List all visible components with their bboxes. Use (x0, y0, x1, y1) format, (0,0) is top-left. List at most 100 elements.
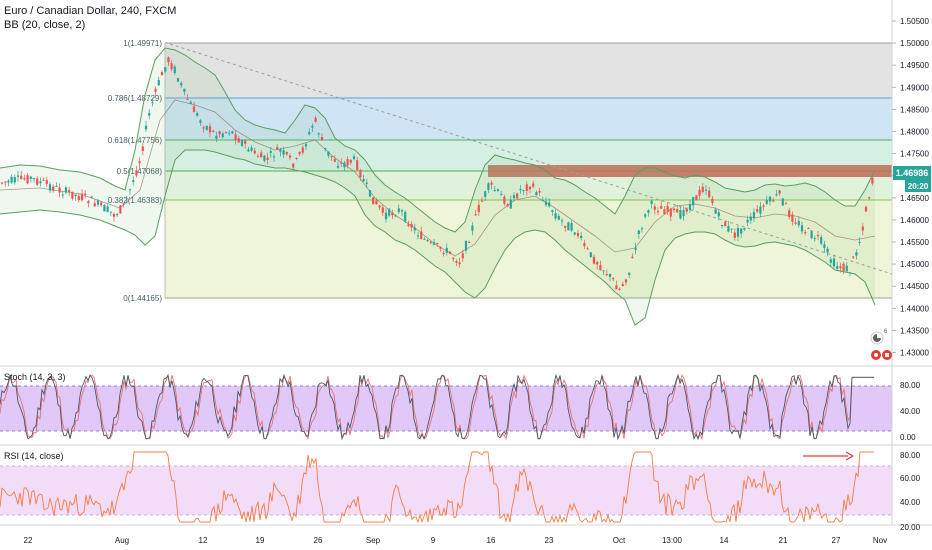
candle-body (756, 209, 759, 212)
time-axis-label: 12 (199, 536, 208, 545)
candle-body (816, 234, 820, 236)
candle-body (71, 191, 74, 199)
candle-body (701, 186, 704, 193)
candle-body (612, 278, 615, 280)
time-axis-label: 27 (832, 536, 841, 545)
candle-body (7, 180, 10, 183)
candle-body (244, 140, 247, 144)
time-axis-label: 21 (779, 536, 788, 545)
candle-body (468, 241, 471, 243)
candle-body (829, 259, 832, 263)
stoch-k-line (0, 373, 874, 441)
candle-body (506, 204, 509, 207)
candle-body (42, 179, 45, 181)
stoch-title: Stoch (14, 3, 3) (4, 372, 66, 382)
candle-body (352, 156, 356, 160)
candle-body (186, 98, 189, 100)
candle-body (621, 284, 624, 286)
candle-body (170, 63, 173, 70)
candle-body (180, 83, 183, 86)
candle-body (378, 205, 381, 208)
candle-body (266, 157, 269, 160)
time-axis-label: 13:00 (662, 536, 683, 545)
rsi-pane[interactable]: 80.00 60.00 40.00 20.00 (0, 445, 921, 532)
candle-body (724, 221, 727, 227)
candle-body (295, 158, 298, 160)
candle-body (845, 265, 848, 272)
candle-body (717, 212, 720, 217)
rsi-axis-60: 60.00 (900, 474, 921, 483)
time-axis-label: Aug (115, 536, 129, 545)
candlestick-series[interactable] (0, 56, 874, 291)
time-axis[interactable]: 22 Aug 12 19 26 Sep 9 16 23 Oct 13:00 14 21 27 Nov (24, 536, 888, 545)
candle-body (794, 222, 797, 224)
candle-body (714, 209, 717, 214)
candle-body (730, 228, 733, 230)
candle-body (477, 204, 480, 213)
candle-body (861, 226, 864, 231)
candle-body (80, 193, 84, 201)
candle-body (813, 238, 816, 240)
candle-body (151, 102, 154, 104)
price-axis-label: 1.49500 (900, 61, 929, 70)
candle-body (84, 193, 87, 195)
trend-line[interactable] (169, 43, 893, 275)
candle-body (599, 265, 602, 271)
candle-body (647, 210, 650, 213)
time-axis-label: 14 (720, 536, 729, 545)
candle-body (644, 214, 647, 217)
candle-body (519, 188, 522, 190)
candle-body (39, 181, 42, 184)
candle-body (263, 155, 266, 161)
candle-body (688, 204, 692, 210)
rsi-axis-80: 80.00 (900, 451, 921, 460)
candle-body (503, 196, 506, 204)
resistance-zone[interactable] (488, 165, 892, 177)
candle-body (752, 212, 756, 219)
candle-body (359, 170, 362, 178)
last-price-value: 1.46986 (896, 168, 929, 178)
alert-bell-icon[interactable]: 6 (870, 329, 888, 345)
candle-body (727, 225, 730, 232)
candle-body (682, 210, 685, 217)
candle-body (442, 252, 445, 255)
symbol-title[interactable]: Euro / Canadian Dollar, 240, FXCM (4, 5, 177, 17)
candle-body (586, 248, 589, 250)
price-axis[interactable]: 1.50500 1.50000 1.49500 1.49000 1.48500 1.480… (891, 0, 931, 366)
indicator-title[interactable]: BB (20, close, 2) (4, 19, 86, 31)
candle-body (759, 206, 762, 214)
candle-body (68, 190, 71, 193)
candle-body (106, 206, 109, 212)
price-axis-label: 1.44500 (900, 282, 929, 291)
candle-body (660, 206, 663, 209)
candle-body (608, 273, 612, 277)
arrow-annotation[interactable] (803, 451, 855, 461)
candle-body (32, 178, 36, 180)
price-axis-label: 1.48500 (900, 105, 929, 114)
flags-icon[interactable] (871, 350, 892, 360)
candle-body (464, 240, 468, 251)
candle-body (596, 261, 599, 265)
candle-body (215, 135, 218, 139)
candle-body (340, 162, 343, 164)
candle-body (461, 253, 464, 259)
candle-body (634, 247, 637, 250)
price-axis-label: 1.50500 (900, 17, 929, 26)
candle-body (436, 243, 439, 245)
candle-body (560, 220, 564, 222)
candle-body (320, 137, 324, 141)
candle-body (48, 184, 52, 191)
candle-body (288, 155, 292, 158)
candle-body (228, 132, 231, 134)
last-price-tag (893, 166, 931, 180)
candle-body (29, 176, 32, 179)
candle-body (365, 182, 368, 184)
candle-body (765, 200, 768, 204)
candle-body (666, 205, 669, 212)
candle-body (839, 266, 842, 269)
candle-body (820, 237, 823, 244)
candle-body (362, 179, 365, 182)
candle-body (135, 170, 138, 176)
stoch-pane[interactable]: 80.00 40.00 0.00 (0, 366, 921, 445)
